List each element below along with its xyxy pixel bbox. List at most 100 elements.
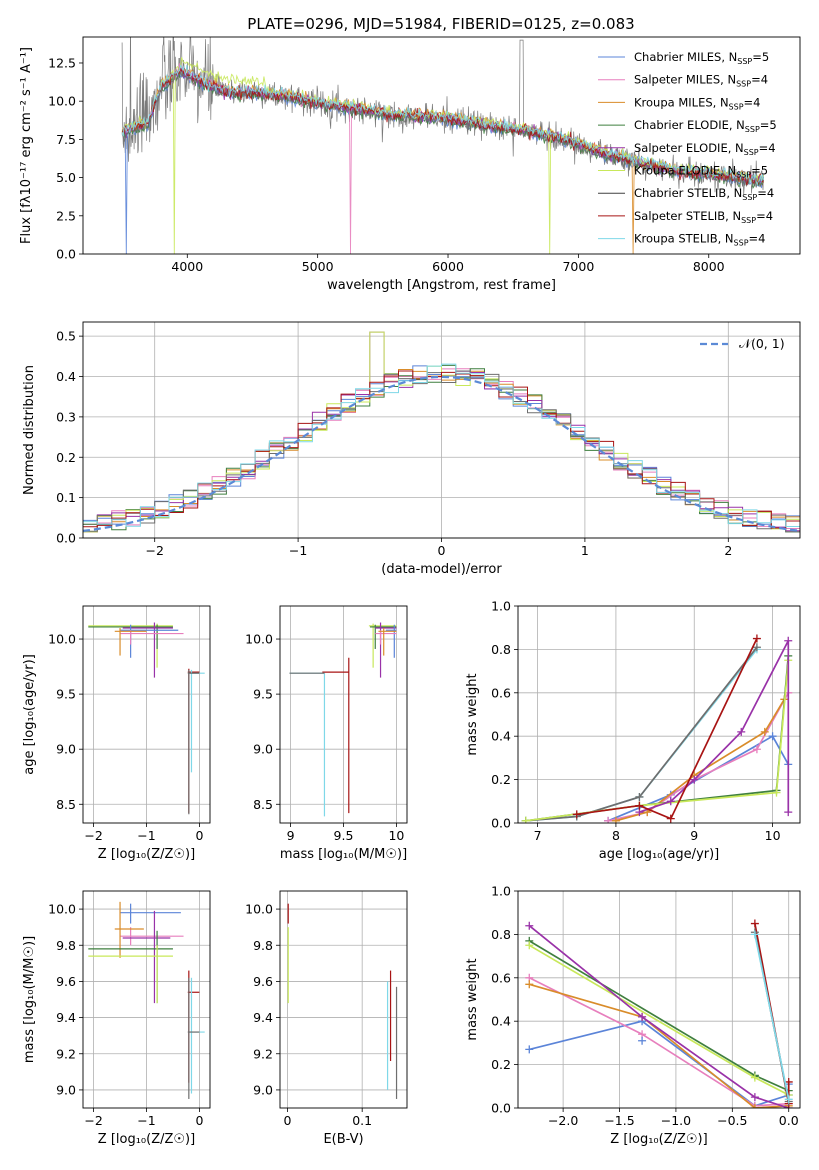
x-tick-label: 0	[195, 1113, 203, 1128]
panel-mass_vs_Z: −2 −1 0 9.0 9.2 9.4 9.6 9.8 10.0 Z [log₁₀(Z/Z☉)] m…	[22, 890, 211, 1147]
x-tick-label: 9.5	[334, 828, 354, 843]
mass-weight-marker	[752, 745, 761, 754]
mass-weight-marker	[611, 816, 620, 823]
mass-weight-line	[754, 934, 790, 1100]
x-tick-label: −1.5	[604, 1113, 634, 1128]
y-tick-label: 0.2	[491, 772, 511, 787]
y-tick-label: 9.4	[56, 1010, 76, 1025]
axes-frame	[82, 36, 801, 255]
y-axis-label: age [log₁₀(age/yr)]	[22, 654, 37, 775]
y-tick-label: 0.2	[491, 1057, 511, 1072]
x-tick-label: 7000	[562, 259, 594, 274]
legend-label: Chabrier STELIB, NSSP=4	[634, 186, 774, 202]
y-tick-label: 0.0	[491, 1101, 511, 1116]
errorbar-point	[322, 657, 350, 814]
mass-weight-marker	[521, 816, 530, 823]
x-tick-label: 10	[388, 828, 404, 843]
y-tick-label: 5.0	[56, 170, 76, 185]
mass-weight-marker	[690, 775, 699, 784]
x-tick-label: −0.5	[717, 1113, 747, 1128]
x-tick-label: −2	[145, 543, 163, 558]
mass-weight-marker	[784, 808, 793, 817]
mass-weight-marker	[768, 732, 777, 741]
errorbar-point	[88, 945, 173, 1004]
mass-weight-marker	[750, 1104, 759, 1108]
histogram-series	[83, 363, 800, 527]
mass-weight-marker	[784, 636, 793, 645]
mass-weight-marker	[750, 919, 759, 928]
y-tick-label: 9.0	[253, 1082, 273, 1097]
axes-frame	[82, 321, 801, 539]
y-tick-label: 0.0	[56, 247, 76, 262]
x-axis-label: E(B-V)	[323, 1132, 363, 1147]
x-tick-label: 0.0	[779, 1113, 799, 1128]
mass-weight-marker	[760, 727, 769, 736]
y-tick-label: 8.5	[253, 797, 273, 812]
mass-weight-marker	[572, 810, 581, 819]
axes-frame	[82, 890, 211, 1109]
normal-legend-label: 𝒩(0, 1)	[739, 336, 785, 351]
y-axis-label: mass weight	[465, 958, 480, 1040]
y-tick-label: 10.0	[48, 902, 76, 917]
y-axis-label: mass weight	[465, 673, 480, 755]
errorbar-point	[188, 977, 205, 1094]
mass-weight-marker	[784, 1095, 793, 1104]
x-tick-label: −2	[84, 1113, 102, 1128]
errorbar-point	[114, 628, 147, 656]
x-axis-label: (data-model)/error	[381, 562, 502, 577]
legend-label: Chabrier MILES, NSSP=5	[634, 50, 769, 66]
mass-weight-line	[607, 692, 790, 822]
histogram-series	[83, 370, 800, 529]
y-tick-label: 0.8	[491, 642, 511, 657]
mass-weight-marker	[752, 634, 761, 643]
mass-weight-line	[525, 646, 758, 822]
y-tick-label: 0.4	[56, 369, 76, 384]
y-tick-label: 10.0	[245, 902, 273, 917]
x-tick-label: 0	[195, 828, 203, 843]
model-spectrum-line	[121, 64, 764, 186]
x-axis-label: mass [log₁₀(M/M☉)]	[280, 847, 407, 862]
mass-weight-marker	[750, 1093, 759, 1102]
y-tick-label: 9.5	[56, 687, 76, 702]
x-tick-label: 0	[438, 543, 446, 558]
x-tick-label: −2	[84, 828, 102, 843]
panel-residuals: −2 −1 0 1 2 0.0 0.1 0.2 0.3 0.4 0.5 (data-model)/er…	[22, 321, 801, 577]
mass-weight-marker	[666, 814, 675, 823]
errorbar-point	[385, 624, 397, 658]
mass-weight-line	[528, 977, 789, 1107]
y-tick-label: 9.6	[56, 974, 76, 989]
x-tick-label: 4000	[171, 259, 203, 274]
panel-spectrum: 4000 5000 6000 7000 8000 0.0 2.5 5.0 7.5 10.0 12.5…	[19, 36, 801, 293]
legend-label: Kroupa ELODIE, NSSP=5	[634, 164, 768, 180]
y-tick-label: 0.3	[56, 409, 76, 424]
x-tick-label: 2	[724, 543, 732, 558]
x-tick-label: 7	[534, 828, 542, 843]
errorbar-point	[120, 624, 179, 658]
y-tick-label: 1.0	[491, 884, 511, 899]
x-tick-label: 1	[581, 543, 589, 558]
mass-weight-marker	[525, 980, 534, 989]
x-tick-label: 5000	[302, 259, 334, 274]
legend-label: Kroupa STELIB, NSSP=4	[634, 232, 765, 248]
errorbar-point	[368, 623, 397, 668]
y-tick-label: 0.0	[491, 816, 511, 831]
x-tick-label: −1.0	[661, 1113, 691, 1128]
errorbar-point	[120, 927, 184, 946]
y-tick-label: 8.5	[56, 797, 76, 812]
mass-weight-line	[615, 698, 786, 822]
mass-weight-marker	[752, 643, 761, 652]
mass-weight-line	[639, 640, 790, 813]
y-tick-label: 0.1	[56, 490, 76, 505]
mass-weight-marker	[638, 1036, 647, 1045]
x-tick-label: 6000	[432, 259, 464, 274]
y-tick-label: 0.6	[491, 685, 511, 700]
figure-title: PLATE=0296, MJD=51984, FIBERID=0125, z=0…	[247, 15, 634, 33]
mass-weight-marker	[750, 930, 759, 939]
spectrum-legend: Chabrier MILES, NSSP=5 Salpeter MILES, NS…	[598, 50, 777, 248]
axes-frame	[279, 605, 408, 824]
plot-area	[121, 37, 764, 254]
normal-curve	[83, 375, 800, 532]
y-tick-label: 2.5	[56, 208, 76, 223]
y-tick-label: 0.6	[491, 970, 511, 985]
plot-area	[521, 634, 793, 823]
